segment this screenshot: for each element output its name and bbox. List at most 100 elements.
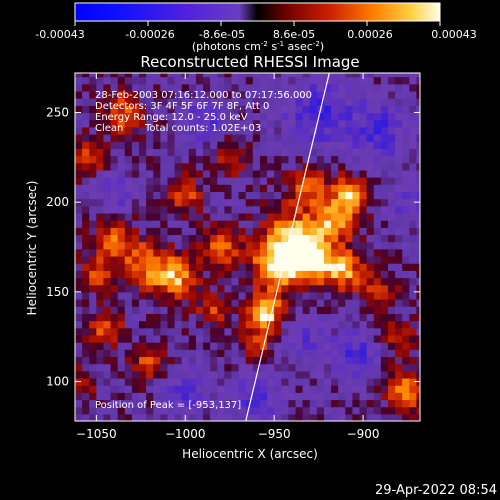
heatmap-cell: [167, 98, 176, 106]
heatmap-cell: [274, 291, 282, 300]
heatmap-cell: [309, 220, 318, 228]
heatmap-cell: [352, 76, 361, 85]
heatmap-cell: [245, 284, 254, 293]
heatmap-cell: [124, 119, 133, 128]
heatmap-cell: [274, 184, 282, 192]
heatmap-cell: [323, 334, 332, 343]
heatmap-cell: [352, 306, 361, 314]
heatmap-cell: [373, 220, 382, 228]
heatmap-cell: [217, 248, 225, 257]
heatmap-cell: [203, 363, 211, 372]
heatmap-cell: [82, 377, 90, 386]
heatmap-cell: [288, 363, 297, 372]
heatmap-cell: [295, 320, 304, 329]
heatmap-cell: [416, 191, 420, 200]
heatmap-cell: [203, 342, 211, 350]
heatmap-cell: [316, 277, 325, 286]
heatmap-cell: [181, 141, 190, 149]
heatmap-cell: [131, 169, 140, 178]
heatmap-cell: [124, 155, 133, 164]
heatmap-cell: [75, 385, 83, 393]
heatmap-cell: [359, 342, 368, 350]
heatmap-cell: [359, 90, 368, 99]
heatmap-cell: [103, 234, 112, 243]
heatmap-cell: [231, 98, 240, 106]
heatmap-cell: [338, 227, 346, 236]
heatmap-cell: [309, 313, 318, 322]
heatmap-cell: [331, 356, 339, 365]
heatmap-cell: [302, 392, 311, 401]
heatmap-cell: [167, 241, 176, 250]
heatmap-cell: [323, 277, 332, 286]
heatmap-cell: [238, 385, 247, 393]
heatmap-cell: [231, 133, 240, 142]
heatmap-cell: [309, 299, 318, 307]
heatmap-cell: [274, 191, 282, 200]
heatmap-cell: [188, 334, 197, 343]
heatmap-cell: [231, 399, 240, 408]
heatmap-cell: [380, 73, 389, 78]
heatmap-cell: [409, 284, 418, 293]
heatmap-cell: [224, 184, 233, 192]
heatmap-cell: [224, 306, 233, 314]
heatmap-cell: [331, 363, 339, 372]
heatmap-cell: [117, 133, 126, 142]
heatmap-cell: [146, 177, 154, 185]
heatmap-cell: [238, 198, 247, 207]
heatmap-cell: [366, 141, 375, 149]
heatmap-cell: [352, 392, 361, 401]
heatmap-cell: [224, 399, 233, 408]
heatmap-cell: [89, 363, 97, 372]
heatmap-cell: [195, 327, 204, 336]
heatmap-cell: [153, 205, 161, 214]
heatmap-cell: [331, 227, 339, 236]
heatmap-cell: [323, 406, 332, 415]
heatmap-cell: [224, 198, 233, 207]
heatmap-cell: [245, 413, 254, 421]
heatmap-cell: [252, 356, 261, 365]
heatmap-cell: [402, 413, 410, 421]
heatmap-cell: [281, 205, 289, 214]
heatmap-cell: [267, 327, 275, 336]
heatmap-cell: [409, 155, 418, 164]
heatmap-cell: [195, 377, 204, 386]
heatmap-cell: [366, 83, 375, 92]
heatmap-cell: [231, 313, 240, 322]
heatmap-cell: [252, 169, 261, 178]
heatmap-cell: [366, 377, 375, 386]
heatmap-cell: [395, 327, 403, 336]
heatmap-cell: [338, 198, 346, 207]
heatmap-cell: [373, 241, 382, 250]
heatmap-cell: [380, 212, 389, 221]
heatmap-cell: [359, 299, 368, 307]
heatmap-cell: [217, 98, 225, 106]
heatmap-cell: [380, 299, 389, 307]
heatmap-cell: [89, 227, 97, 236]
heatmap-cell: [259, 306, 268, 314]
heatmap-cell: [139, 377, 147, 386]
heatmap-cell: [153, 306, 161, 314]
heatmap-cell: [402, 184, 410, 192]
heatmap-cell: [188, 119, 197, 128]
heatmap-cell: [288, 126, 297, 135]
heatmap-cell: [267, 370, 275, 379]
heatmap-cell: [402, 370, 410, 379]
heatmap-cell: [323, 313, 332, 322]
heatmap-cell: [110, 76, 119, 85]
heatmap-cell: [402, 169, 410, 178]
heatmap-cell: [281, 198, 289, 207]
heatmap-cell: [131, 413, 140, 421]
heatmap-cell: [295, 327, 304, 336]
heatmap-cell: [295, 356, 304, 365]
heatmap-cell: [195, 191, 204, 200]
heatmap-cell: [195, 263, 204, 271]
heatmap-cell: [345, 83, 354, 92]
heatmap-cell: [96, 234, 105, 243]
heatmap-cell: [395, 198, 403, 207]
heatmap-cell: [295, 234, 304, 243]
heatmap-cell: [181, 255, 190, 264]
heatmap-cell: [395, 73, 403, 78]
heatmap-cell: [316, 255, 325, 264]
heatmap-cell: [380, 191, 389, 200]
heatmap-cell: [395, 105, 403, 114]
